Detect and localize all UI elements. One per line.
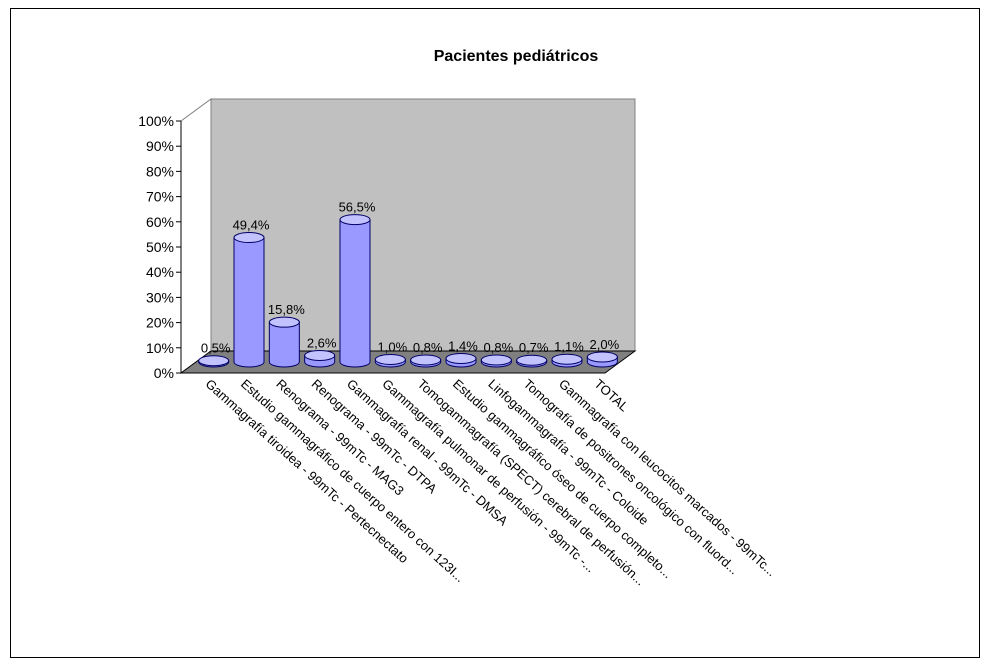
data-label: 2,6% — [307, 335, 337, 350]
bar-body — [339, 219, 371, 368]
data-label: 2,0% — [590, 337, 620, 352]
bar-top — [586, 351, 618, 363]
bar-top — [268, 316, 300, 328]
bar-top — [233, 232, 265, 244]
y-axis: 0% 10% 20% 30% 40% 50% 60% 70% 80% 90% 100% — [138, 113, 182, 381]
bar — [198, 355, 230, 368]
data-label: 1,4% — [448, 338, 478, 353]
bar-top — [516, 354, 548, 366]
bar-top — [339, 214, 371, 226]
bar-top — [374, 353, 406, 365]
data-label: 0,8% — [413, 340, 443, 355]
bar — [480, 354, 512, 368]
data-label: 56,5% — [339, 200, 376, 215]
data-label: 0,7% — [519, 340, 549, 355]
bar — [551, 353, 583, 368]
y-tick-label: 20% — [146, 315, 174, 331]
bar-top — [551, 353, 583, 365]
bar-chart: Pacientes pediátricos 0% 10% 20% 30% 40% 50% 6… — [138, 48, 780, 588]
y-tick-label: 90% — [146, 138, 174, 154]
bar — [339, 214, 371, 368]
y-tick-label: 50% — [146, 239, 174, 255]
y-tick-label: 0% — [154, 365, 174, 381]
bar-body — [233, 237, 265, 368]
bar-top — [480, 354, 512, 366]
side-wall — [180, 98, 212, 374]
chart-walls — [179, 98, 637, 374]
data-label: 15,8% — [268, 302, 305, 317]
bar-top — [198, 355, 230, 367]
y-tick-label: 10% — [146, 340, 174, 356]
y-tick-label: 40% — [146, 264, 174, 280]
bar — [233, 232, 265, 368]
data-label: 1,1% — [554, 339, 584, 354]
y-tick-label: 100% — [138, 113, 174, 129]
chart-title: Pacientes pediátricos — [434, 48, 599, 65]
bars — [198, 214, 618, 368]
bar-body — [268, 321, 300, 368]
y-tick-label: 70% — [146, 189, 174, 205]
bar — [410, 354, 442, 368]
chart-frame: Pacientes pediátricos 0% 10% 20% 30% 40% 50% 6… — [10, 8, 980, 658]
bar — [374, 353, 406, 368]
bar-top — [304, 349, 336, 361]
bar — [445, 352, 477, 368]
y-tick-label: 60% — [146, 214, 174, 230]
data-label: 0,8% — [484, 340, 514, 355]
data-labels: 0,5% 49,4% 15,8% 2,6% 56,5% 1,0% 0,8% 1,4% 0,8% 0… — [201, 200, 620, 356]
data-label: 1,0% — [378, 339, 408, 354]
y-tick-label: 30% — [146, 289, 174, 305]
back-wall — [210, 98, 636, 352]
bar — [516, 354, 548, 368]
x-axis-labels: Gammagrafía tiroidea - 99mTc - Pertecnec… — [203, 376, 780, 588]
y-tick-label: 80% — [146, 163, 174, 179]
bar — [304, 349, 336, 368]
data-label: 49,4% — [233, 218, 270, 233]
bar — [268, 316, 300, 368]
bar — [586, 351, 618, 368]
bar-top — [445, 352, 477, 364]
bar-top — [410, 354, 442, 366]
data-label: 0,5% — [201, 341, 231, 356]
